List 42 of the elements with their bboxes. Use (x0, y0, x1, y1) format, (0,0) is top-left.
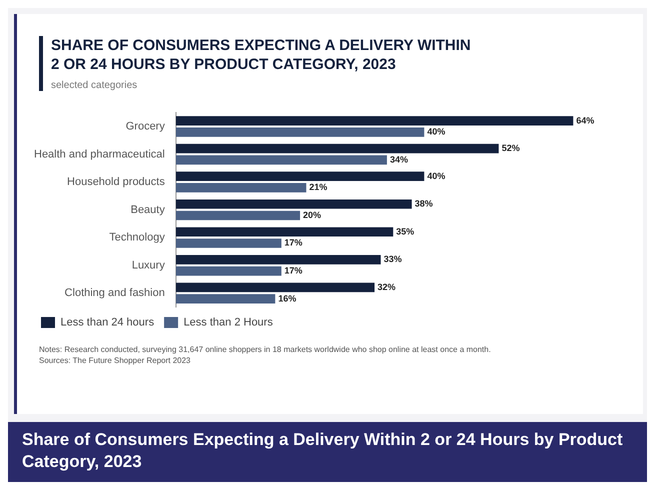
bar (176, 227, 394, 237)
data-label: 33% (384, 254, 402, 264)
text: Share of Consumers Expecting a Delivery Within 2 or 24 Hours by Product Category, 2023 (8, 422, 647, 482)
data-label: 16% (278, 293, 296, 304)
data-label: 17% (284, 266, 302, 276)
data-label: 21% (309, 182, 328, 192)
bar (176, 282, 375, 292)
source-note: Sources: The Future Shopper Report 2023 (39, 355, 192, 366)
bar (176, 116, 574, 126)
bar (176, 172, 424, 182)
bar (176, 155, 387, 165)
bar (176, 254, 381, 264)
data-label: 38% (414, 198, 433, 209)
y-tick-label: Beauty (130, 204, 166, 216)
y-tick-label: Clothing and fashion (64, 287, 165, 300)
y-tick-label: Health and pharmaceutical (34, 148, 165, 160)
chart-title: SHARE OF CONSUMERS EXPECTING A DELIVERY WITHIN 2 OR 24 HOURS BY PRODUCT CATEGORY, 2023 (51, 36, 472, 74)
data-label: 52% (502, 143, 520, 154)
y-tick-label: Household products (67, 176, 166, 188)
bar (176, 266, 282, 276)
data-label: 40% (427, 170, 446, 181)
y-tick-label: Luxury (132, 259, 166, 272)
bar (176, 144, 499, 154)
legend-label: Less than 2 Hours (184, 316, 274, 329)
bar (176, 210, 300, 220)
text: Notes: Research conducted, surveying 31,647 online shoppers in 18 markets worldwide who shop online at least once a month. (39, 344, 492, 355)
legend-label: Less than 24 hours (60, 316, 155, 329)
data-label: 34% (390, 154, 408, 164)
data-label: 20% (303, 210, 322, 220)
data-label: 35% (396, 226, 414, 236)
bar (176, 199, 412, 209)
data-label: 32% (378, 282, 396, 292)
y-tick-label: Grocery (126, 120, 166, 133)
bar (176, 128, 424, 137)
data-label: 17% (284, 238, 302, 248)
data-label: 40% (427, 126, 446, 137)
data-label: 64% (576, 115, 594, 126)
bar (176, 238, 282, 248)
y-tick-label: Technology (109, 232, 166, 244)
bar (176, 294, 276, 304)
text: selected categories (51, 80, 138, 91)
bar (176, 183, 306, 192)
